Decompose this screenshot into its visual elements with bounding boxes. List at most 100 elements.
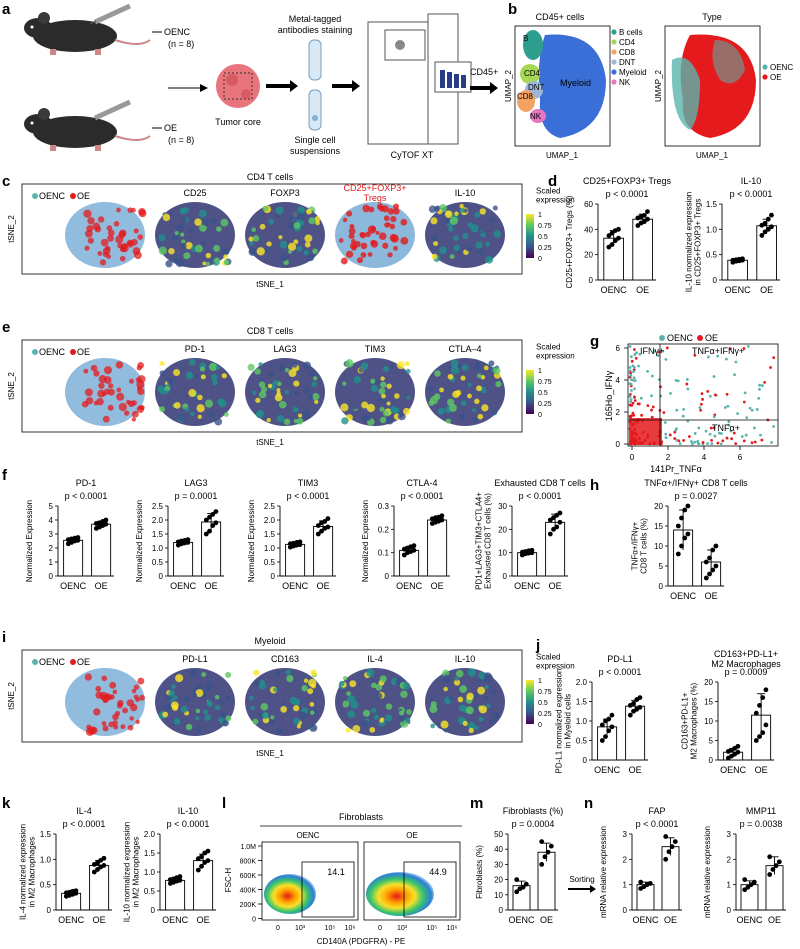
ytick-label: 0.1 [378,549,390,558]
tsne-point [447,373,454,380]
tsne-point [293,222,301,229]
tsne-point [159,406,166,413]
tsne-point [158,234,166,242]
tsne-point [383,410,390,417]
tsne-point [465,706,474,715]
tsne-point [489,217,495,223]
ytick-label: 1.0 [706,225,718,234]
tsne-point [183,252,191,260]
scale-title: Scaled expression [536,653,575,671]
tsne-point [385,714,393,722]
tsne-point [287,249,293,254]
tsne-point [467,668,477,677]
ytick-label: 30 [498,502,507,511]
scale-tick: 1 [538,678,542,685]
tsne-point [457,363,462,368]
legend-label-oenc: OENC [39,347,66,357]
tsne-point [299,711,307,720]
flow-event [631,364,635,368]
syringe-icon [89,3,132,25]
flow-group-oe: OE [406,831,418,840]
tsne-point-oe [112,720,118,726]
flow-scatter-ticks: 0 2 4 6 0 2 4 6 [616,344,743,462]
tsne-point [293,391,300,397]
flow-event [635,351,638,355]
tsne-point [369,727,376,733]
data-point [609,242,615,247]
scale-tick: 0.75 [538,689,552,696]
tsne-point [429,696,434,702]
flow-event [727,420,731,424]
data-point [635,223,641,228]
legend-label: CD4 [619,38,636,47]
tsne-point [467,721,476,730]
flow-event [634,356,638,360]
tsne-point-oe [99,259,107,266]
tsne-point [158,246,167,255]
xtick-label: 2 [666,453,671,462]
ytick-label: 10 [498,549,507,558]
data-point [769,212,774,218]
chart-title: CD163+PD-L1+ M2 Macrophages [711,649,781,669]
x-tick-label: OENC [670,591,697,601]
data-point [95,860,100,866]
tsne-point [356,257,364,264]
flow-event [650,374,654,378]
tsne-point-oe [129,716,134,721]
tsne-point [287,242,297,251]
tsne-point [175,258,185,268]
data-point [547,531,553,537]
scale-tick: 0 [538,412,542,419]
xtick-label: 0 [276,925,280,932]
tsne-point [380,376,385,381]
tsne-point [457,696,464,703]
group-label-oe: OE [164,123,177,133]
ytick-label: 10 [704,717,713,726]
flow-event [712,415,716,419]
flow-event [663,421,667,424]
flow-event [709,394,712,398]
data-point [679,515,684,521]
tsne-point [399,710,405,716]
tsne-point [352,724,361,733]
data-point [557,519,563,525]
flow-event [628,382,632,386]
cluster-label: DNT [528,83,545,92]
tsne-point [206,700,213,708]
tsne-point [454,676,459,681]
flow-event [770,441,773,444]
tsne-point [293,239,299,245]
tsne-point [222,719,229,727]
tsne-point [478,716,484,722]
panel-letter-k: k [2,795,11,812]
tsne-point-oe [93,370,100,377]
tsne-point [389,364,395,369]
tsne-point-oe [113,220,120,227]
flow-event [729,429,733,433]
ytick-label: 0.5 [40,881,52,890]
data-point [545,849,551,855]
tsne-map-title: IL-4 [367,654,383,664]
flow-event [628,366,632,369]
gate-value-oenc: 14.1 [327,867,345,877]
data-point [663,856,669,862]
tsne-point-oe [109,681,117,689]
tsne-point [458,704,466,712]
arrow-icon [568,885,596,893]
tsne-point [480,375,486,380]
tsne-point-oe [81,400,89,408]
group-n-oenc: (n = 8) [168,39,194,49]
ytick-label: 0 [159,572,164,581]
flow-event [630,359,634,363]
tsne-point-oe [107,388,115,396]
data-point [672,839,678,844]
tsne-point [381,393,386,399]
tsne-point [386,383,392,389]
tsne-point [306,253,315,262]
tsne-point [386,401,391,406]
flow-event [713,393,717,397]
tsne-point [473,363,482,372]
flow-event [758,387,761,391]
umap-left-title: CD45+ cells [536,12,585,22]
